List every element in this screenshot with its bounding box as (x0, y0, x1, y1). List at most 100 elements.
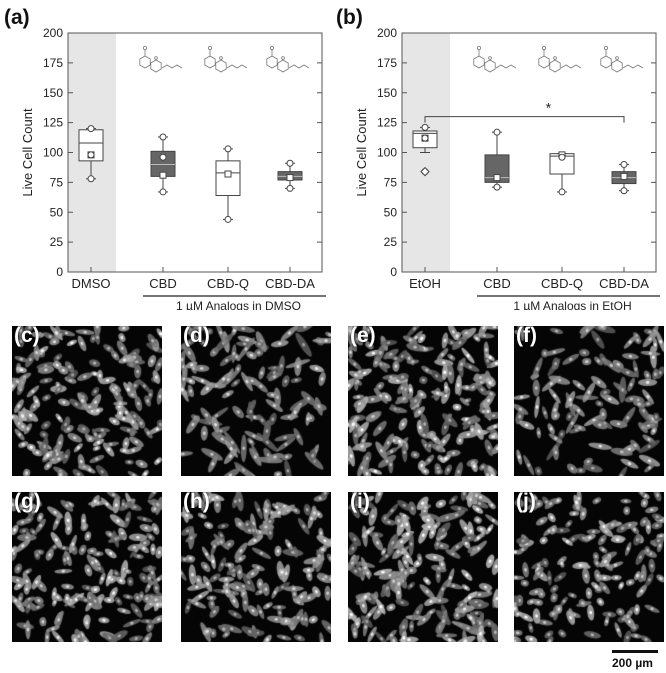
micrograph-image (181, 492, 331, 642)
molecule-atom (219, 56, 223, 60)
micrograph-i: (i) (348, 492, 498, 642)
molecule-ring (473, 55, 485, 69)
x-tick-label: CBD-Q (541, 276, 583, 291)
molecule-chain (226, 64, 248, 69)
molecule-ring (538, 55, 550, 69)
molecule-ring (611, 59, 623, 73)
molecule-chain (495, 64, 517, 69)
outlier-marker (420, 166, 430, 177)
molecule-ring (139, 55, 151, 69)
molecule-structure (266, 46, 310, 73)
micrograph-label: (j) (516, 492, 536, 513)
micrograph-label: (c) (14, 326, 40, 347)
box-chart-b: 0 25 50 75 100 125 150 175 200 Live Cell Count EtO… (354, 26, 660, 310)
y-tick-label: 50 (384, 205, 398, 219)
x-tick-label: CBD-Q (207, 276, 249, 291)
data-point (286, 159, 294, 167)
molecule-ring (484, 59, 496, 73)
molecule-atom (281, 56, 285, 60)
y-tick-label: 125 (377, 116, 397, 130)
box-cbd-q (549, 151, 575, 196)
molecule-atom (476, 46, 481, 51)
data-point (87, 151, 95, 159)
y-tick-label: 150 (377, 86, 397, 100)
y-tick-label: 150 (43, 86, 63, 100)
data-point (87, 175, 95, 183)
molecule-atom (615, 56, 619, 60)
micrograph-label: (g) (14, 492, 41, 513)
molecule-ring (215, 59, 227, 73)
micrograph-f: (f) (514, 326, 664, 476)
y-tick-label: 50 (50, 205, 64, 219)
x-tick-label: EtOH (409, 276, 441, 291)
data-point (159, 188, 167, 196)
molecule-chain (288, 64, 310, 69)
data-point (493, 183, 501, 191)
molecule-atom (603, 46, 608, 51)
data-point (620, 160, 628, 168)
y-tick-label: 175 (43, 56, 63, 70)
data-point (159, 133, 167, 141)
molecule-ring (600, 55, 612, 69)
y-axis-label: Live Cell Count (354, 108, 369, 197)
scale-bar (612, 650, 658, 653)
molecule-structure (538, 46, 582, 73)
panel-label-a: (a) (4, 6, 30, 29)
data-point (620, 187, 628, 195)
micrograph-image (12, 326, 162, 476)
x-tick-label: CBD (149, 276, 176, 291)
micrograph-image (181, 326, 331, 476)
micrograph-label: (i) (350, 492, 370, 513)
significance-label: * (546, 100, 552, 116)
y-tick-label: 125 (43, 116, 63, 130)
data-point (421, 123, 429, 131)
molecule-ring (277, 59, 289, 73)
molecule-structure (204, 46, 248, 73)
y-tick-label: 100 (43, 146, 63, 160)
molecule-ring (549, 59, 561, 73)
y-tick-label: 200 (377, 26, 397, 40)
micrograph-h: (h) (181, 492, 331, 642)
mean-marker (493, 174, 501, 182)
x-tick-label: CBD-DA (265, 276, 315, 291)
mean-marker (224, 170, 232, 178)
box-cbd (484, 128, 510, 191)
group-label: 1 µM Analogs in EtOH (513, 299, 631, 310)
box-dmso (78, 125, 104, 183)
micrograph-image (348, 492, 498, 642)
y-axis-label: Live Cell Count (20, 108, 35, 197)
molecule-chain (622, 64, 644, 69)
box-chart-a: 0 25 50 75 100 125 150 175 200 Live Cell Count DMS… (20, 26, 326, 310)
data-point (286, 184, 294, 192)
y-tick-label: 175 (377, 56, 397, 70)
box-etoh (412, 123, 438, 176)
micrograph-label: (e) (350, 326, 376, 347)
scale-bar-label: 200 µm (612, 656, 653, 670)
data-point (421, 134, 429, 142)
molecule-ring (266, 55, 278, 69)
molecule-ring (204, 55, 216, 69)
molecule-atom (207, 46, 212, 51)
box-cbd-da (611, 160, 637, 195)
group-label: 1 µM Analogs in DMSO (176, 299, 301, 310)
micrograph-image (348, 326, 498, 476)
significance-bracket (424, 116, 625, 123)
data-point (558, 153, 566, 161)
micrograph-j: (j) (514, 492, 664, 642)
x-tick-label: DMSO (72, 276, 111, 291)
micrograph-e: (e) (348, 326, 498, 476)
y-tick-label: 75 (384, 175, 398, 189)
panel-label-b: (b) (336, 6, 363, 29)
y-tick-label: 25 (384, 235, 398, 249)
box-cbd-q (215, 145, 241, 223)
box-body (215, 160, 241, 197)
micrograph-d: (d) (181, 326, 331, 476)
molecule-chain (560, 64, 582, 69)
y-tick-label: 25 (50, 235, 64, 249)
molecule-atom (541, 46, 546, 51)
data-point (558, 188, 566, 196)
micrograph-c: (c) (12, 326, 162, 476)
data-point (493, 128, 501, 136)
y-tick-label: 0 (56, 265, 63, 279)
micrograph-label: (d) (183, 326, 210, 347)
